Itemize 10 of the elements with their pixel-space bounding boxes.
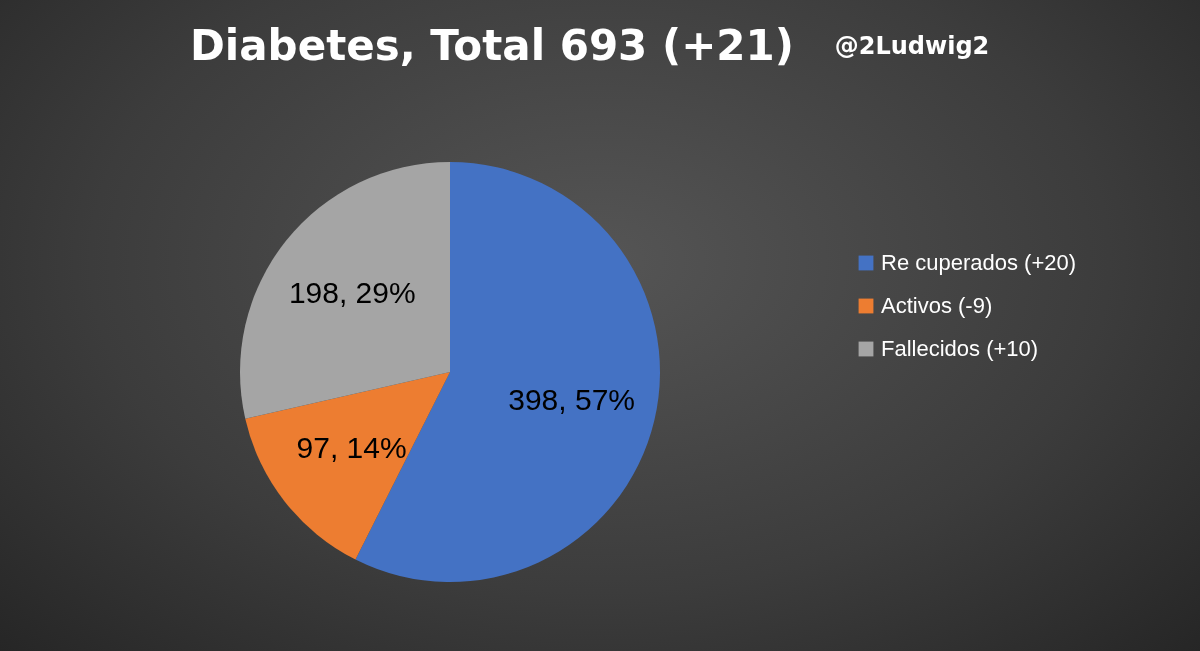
legend-label: Activos (-9) bbox=[881, 293, 993, 318]
pie-slice bbox=[240, 162, 450, 419]
chart-title: Diabetes, Total 693 (+21) bbox=[190, 21, 794, 70]
legend-label: Fallecidos (+10) bbox=[881, 336, 1039, 361]
data-label: 97, 14% bbox=[296, 431, 407, 465]
text: @2Ludwig2 bbox=[834, 32, 990, 60]
pie-slice bbox=[245, 372, 450, 560]
data-label: 398, 57% bbox=[508, 382, 635, 416]
legend-label: Re cuperados (+20) bbox=[881, 250, 1077, 275]
data-label: 198, 29% bbox=[288, 276, 416, 310]
